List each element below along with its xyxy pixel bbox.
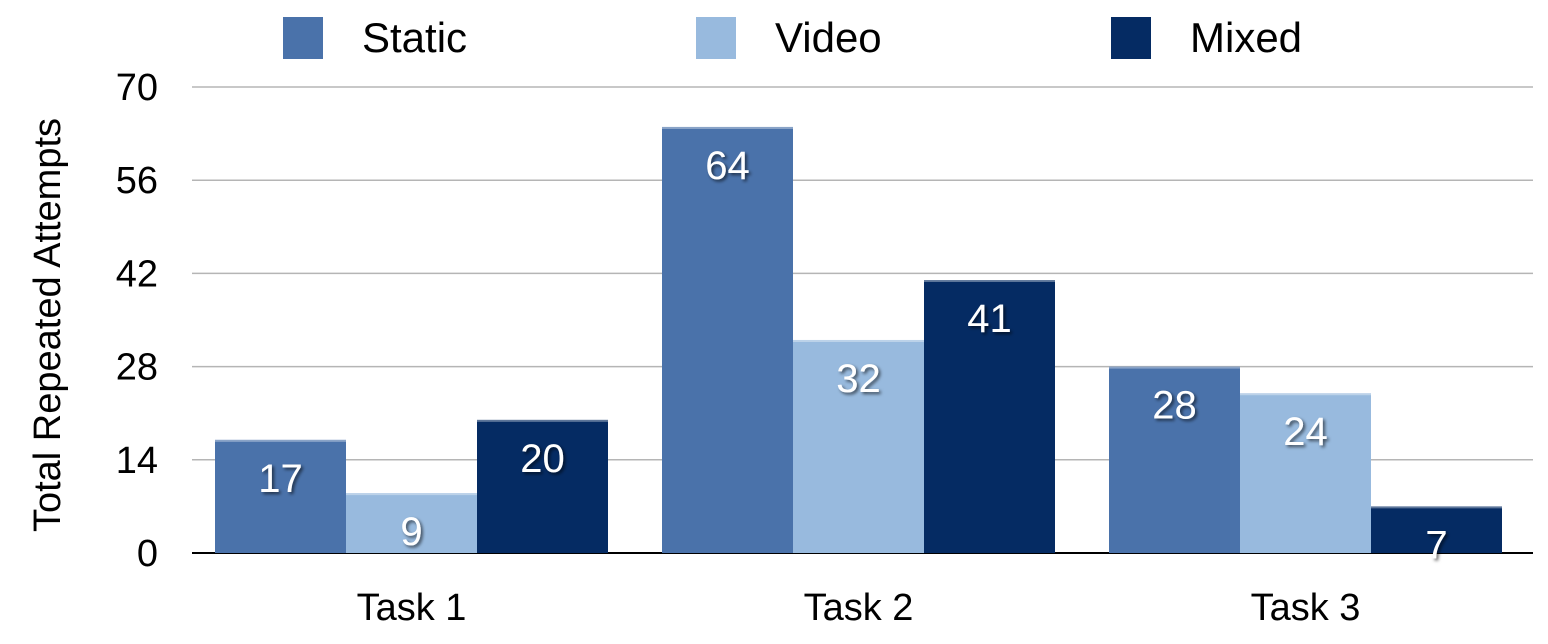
- bar-mixed-task-1: [477, 419, 608, 553]
- data-label: 17: [258, 457, 303, 501]
- bars: [215, 126, 1502, 553]
- legend-swatch: [283, 17, 323, 59]
- data-label: 28: [1152, 384, 1197, 428]
- x-axis-categories: Task 1 Task 2 Task 3: [357, 587, 1361, 629]
- y-tick-label: 28: [116, 347, 158, 389]
- legend-swatch: [1111, 17, 1151, 59]
- data-label: 41: [967, 297, 1012, 341]
- bar-mixed-task-2: [924, 280, 1055, 553]
- bar-video-task-1: [346, 493, 477, 553]
- y-tick-label: 0: [137, 533, 158, 575]
- legend-label: Video: [775, 14, 882, 61]
- bar-static-task-1: [215, 439, 346, 553]
- bar-mixed-task-3: [1371, 506, 1502, 553]
- x-category-label: Task 3: [1251, 587, 1361, 629]
- data-label: 20: [520, 437, 565, 481]
- y-axis-title: Total Repeated Attempts: [27, 118, 69, 532]
- bar-static-task-3: [1109, 366, 1240, 553]
- bar-video-task-2: [793, 339, 924, 553]
- y-tick-label: 42: [116, 253, 158, 295]
- y-axis-ticks: 0 14 28 42 56 70: [116, 67, 158, 575]
- bar-static-task-2: [662, 126, 793, 553]
- y-tick-label: 14: [116, 440, 158, 482]
- y-tick-label: 70: [116, 67, 158, 109]
- data-label: 9: [400, 510, 422, 554]
- y-tick-label: 56: [116, 160, 158, 202]
- data-label: 32: [836, 357, 881, 401]
- data-label: 64: [705, 144, 750, 188]
- bar-video-task-3: [1240, 393, 1371, 553]
- data-labels: 17 9 20 64 32 41 28 24 7: [258, 144, 1447, 567]
- data-label: 7: [1425, 523, 1447, 567]
- x-category-label: Task 2: [804, 587, 914, 629]
- legend-label: Mixed: [1190, 14, 1302, 61]
- data-label: 24: [1283, 410, 1328, 454]
- x-category-label: Task 1: [357, 587, 467, 629]
- legend-swatch: [696, 17, 736, 59]
- legend-label: Static: [362, 14, 467, 61]
- legend: Static Video Mixed: [283, 14, 1302, 61]
